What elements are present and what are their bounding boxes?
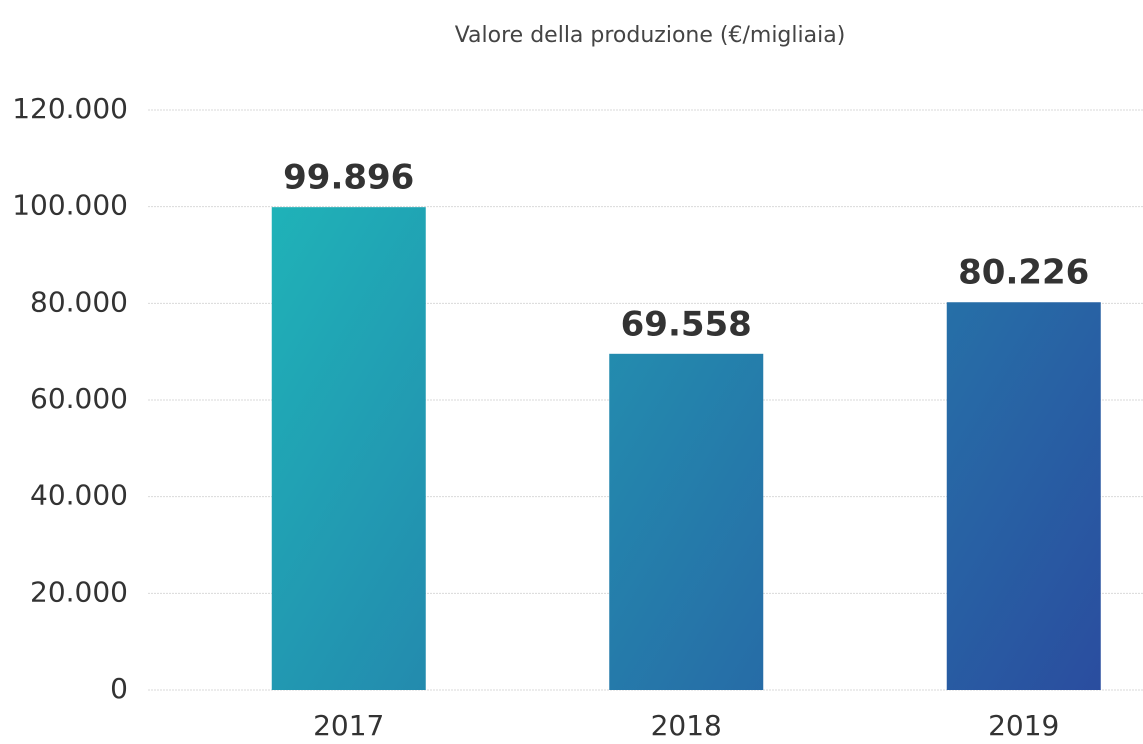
y-tick-label: 60.000 [30, 382, 128, 415]
value-label: 99.896 [283, 158, 414, 198]
value-label: 80.226 [958, 253, 1089, 293]
y-tick-label: 20.000 [30, 575, 128, 608]
x-tick-label: 2018 [651, 709, 722, 742]
chart-title: Valore della produzione (€/migliaia) [455, 23, 846, 48]
y-tick-label: 40.000 [30, 479, 128, 512]
bar [946, 302, 1101, 690]
y-tick-label: 120.000 [12, 92, 128, 125]
value-label: 69.558 [621, 304, 752, 344]
x-tick-label: 2019 [988, 709, 1059, 742]
x-tick-label: 2017 [313, 709, 384, 742]
bar [609, 353, 764, 690]
y-tick-label: 100.000 [12, 189, 128, 222]
y-tick-label: 80.000 [30, 285, 128, 318]
bar [271, 207, 426, 691]
y-tick-label: 0 [110, 672, 128, 705]
